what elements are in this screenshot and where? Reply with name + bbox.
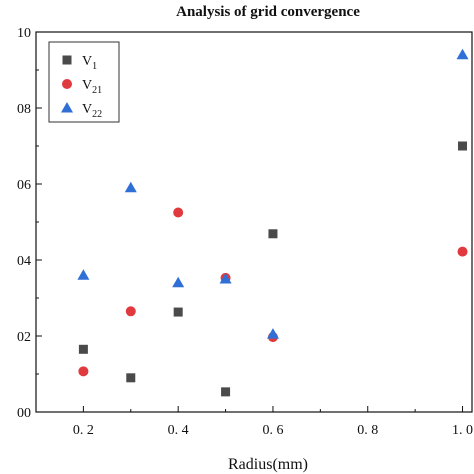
data-point-v21 <box>173 207 184 218</box>
data-point-v21 <box>457 246 468 257</box>
y-axis: 00 02 04 06 08 10 <box>17 26 42 421</box>
chart-title: Analysis of grid convergence <box>176 4 360 20</box>
legend-label-v21: V21 <box>82 78 102 96</box>
y-tick-label: 06 <box>17 178 31 193</box>
data-point-v22 <box>266 328 279 339</box>
x-tick-label: 1. 0 <box>452 423 473 438</box>
legend-marker-v22 <box>61 102 73 113</box>
data-point-v1 <box>126 373 136 383</box>
legend-label-v1: V1 <box>82 54 97 72</box>
x-tick-label: 0. 4 <box>168 423 189 438</box>
x-axis-label: Radius(mm) <box>228 456 308 473</box>
data-point-v21 <box>78 366 89 377</box>
y-tick-label: 02 <box>17 330 31 345</box>
legend-label-v22: V22 <box>82 102 102 120</box>
legend-box <box>48 41 120 123</box>
data-point-v22 <box>124 181 137 193</box>
x-tick-label: 0. 2 <box>73 423 94 438</box>
y-tick-label: 00 <box>17 406 31 421</box>
x-tick-label: 0. 8 <box>357 423 378 438</box>
data-points <box>77 48 469 397</box>
y-tick-label: 08 <box>17 102 31 117</box>
x-axis: 0. 2 0. 4 0. 6 0. 8 1. 0 <box>73 406 473 438</box>
y-tick-label: 10 <box>17 26 31 41</box>
data-point-v22 <box>77 269 90 280</box>
legend-marker-v1 <box>62 55 72 65</box>
data-point-v1 <box>78 344 88 354</box>
data-point-v1 <box>458 141 468 151</box>
legend: V1 V21 V22 <box>48 41 120 123</box>
data-point-v1 <box>268 229 278 239</box>
x-tick-label: 0. 6 <box>262 423 283 438</box>
data-point-v1 <box>173 307 183 317</box>
data-point-v22 <box>456 48 469 60</box>
y-tick-label: 04 <box>17 254 31 269</box>
data-point-v1 <box>221 387 231 397</box>
legend-marker-v21 <box>62 79 72 89</box>
data-point-v22 <box>172 276 185 288</box>
data-point-v21 <box>125 306 136 317</box>
data-point-v22 <box>219 273 232 284</box>
